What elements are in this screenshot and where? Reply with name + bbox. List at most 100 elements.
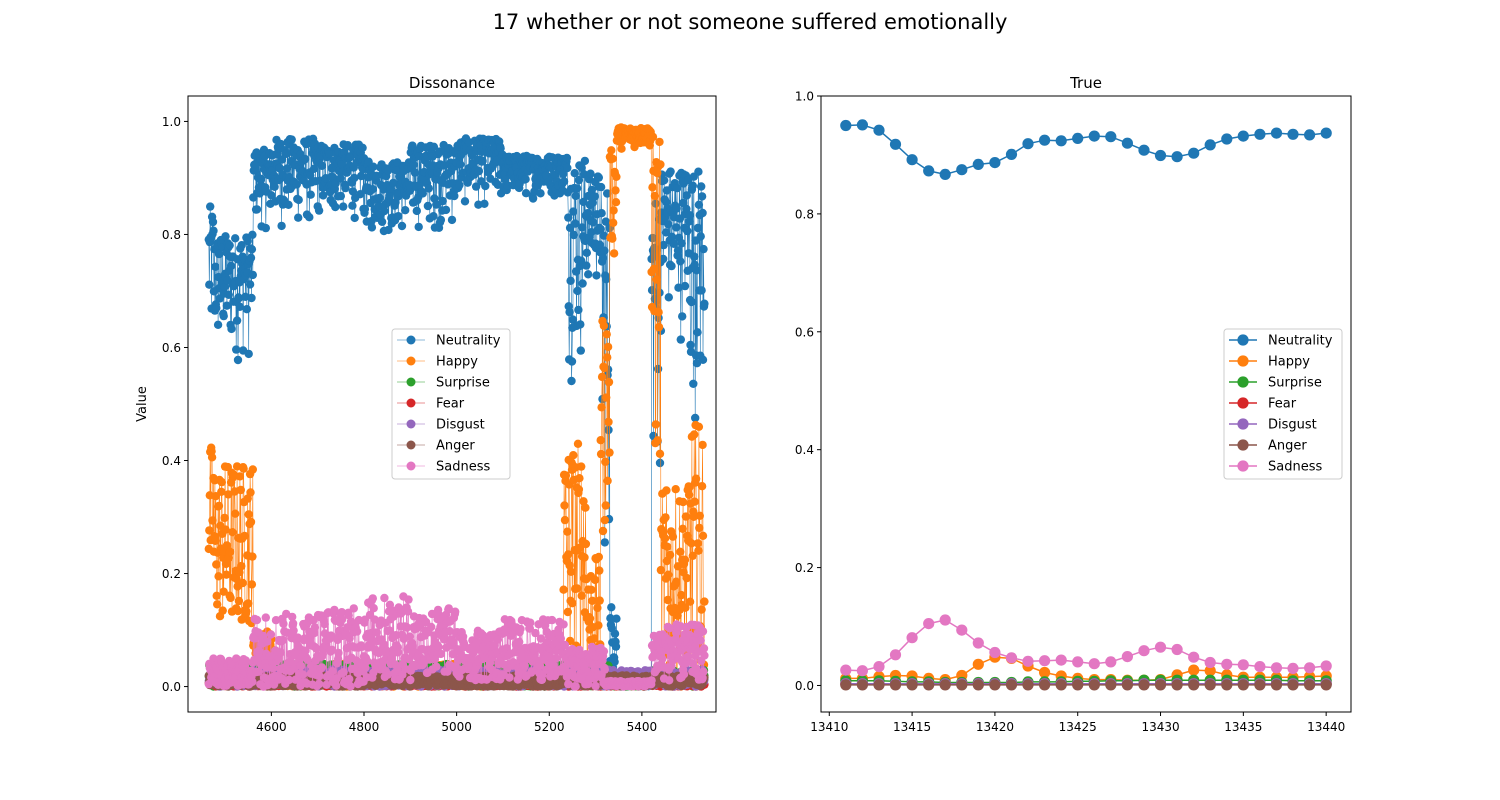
data-point (577, 223, 587, 232)
data-point (341, 183, 350, 193)
data-point (694, 546, 703, 555)
data-point (608, 154, 617, 163)
data-point (423, 201, 433, 211)
y-tick-label: 0.6 (162, 341, 181, 355)
data-point (212, 560, 221, 569)
data-point (607, 603, 616, 612)
data-point (687, 297, 696, 307)
data-point (234, 596, 244, 606)
data-point (676, 257, 685, 266)
data-point (599, 321, 609, 330)
data-point (604, 425, 613, 435)
data-point (575, 474, 584, 483)
data-point (412, 206, 421, 216)
data-point (676, 547, 685, 556)
data-point (309, 164, 319, 173)
data-point (600, 515, 609, 525)
data-point (224, 290, 233, 299)
data-point (369, 162, 378, 171)
data-point (603, 189, 612, 198)
data-point (648, 183, 657, 192)
data-point (691, 474, 701, 483)
data-point (597, 403, 606, 412)
data-point (218, 606, 227, 615)
data-point (661, 228, 671, 237)
data-point (665, 550, 675, 560)
data-point (292, 180, 301, 189)
data-point (697, 182, 706, 191)
data-point (677, 590, 686, 600)
data-point (688, 181, 697, 190)
y-tick-label: 0.0 (162, 680, 181, 694)
data-point (689, 379, 698, 388)
data-point (447, 215, 457, 225)
data-point (528, 194, 538, 203)
data-point (579, 197, 588, 207)
data-point (693, 539, 703, 548)
data-point (695, 523, 704, 533)
data-point (660, 534, 670, 543)
data-point (225, 547, 235, 556)
data-point (601, 501, 610, 510)
data-point (474, 166, 484, 176)
data-point (220, 513, 229, 523)
data-point (560, 515, 570, 525)
data-point (214, 249, 224, 259)
data-point (603, 342, 613, 352)
data-point (596, 224, 605, 234)
data-point (690, 252, 699, 261)
data-point (693, 223, 703, 233)
data-point (246, 488, 255, 497)
data-point (684, 490, 694, 499)
data-point (231, 509, 240, 518)
data-point (244, 510, 253, 519)
data-point (221, 232, 230, 241)
data-point (695, 511, 704, 520)
data-point (246, 253, 256, 262)
data-point (305, 213, 314, 222)
data-point (663, 595, 672, 605)
data-point (367, 223, 377, 232)
y-tick-label: 0.8 (162, 228, 181, 242)
data-point (589, 218, 598, 227)
data-point (594, 552, 603, 562)
data-point (594, 621, 603, 630)
data-point (697, 286, 706, 295)
data-point (683, 226, 692, 236)
data-point (672, 184, 682, 193)
data-point (595, 566, 604, 575)
data-point (603, 353, 612, 362)
data-point (578, 279, 587, 288)
data-point (207, 453, 217, 462)
data-point (481, 181, 490, 191)
data-point (222, 570, 231, 579)
data-point (339, 202, 348, 211)
data-point (672, 204, 681, 213)
data-point (671, 485, 680, 494)
data-point (429, 212, 438, 221)
data-point (684, 217, 694, 226)
data-point (682, 573, 691, 583)
data-point (611, 642, 621, 651)
data-point (700, 597, 709, 606)
data-point (567, 376, 576, 386)
data-point (650, 191, 660, 201)
data-point (287, 135, 296, 144)
data-point (691, 413, 700, 423)
data-point (248, 230, 257, 239)
data-point (594, 173, 603, 182)
data-point (693, 328, 702, 337)
data-point (608, 234, 617, 243)
data-point (247, 293, 256, 303)
data-point (667, 261, 676, 271)
data-point (219, 587, 228, 596)
data-point (585, 614, 595, 623)
data-point (450, 191, 459, 201)
data-point (587, 185, 597, 195)
data-point (277, 221, 286, 231)
data-point (604, 417, 613, 427)
data-point (595, 240, 604, 249)
data-point (234, 294, 244, 303)
data-point (244, 599, 253, 608)
data-point (350, 213, 359, 223)
